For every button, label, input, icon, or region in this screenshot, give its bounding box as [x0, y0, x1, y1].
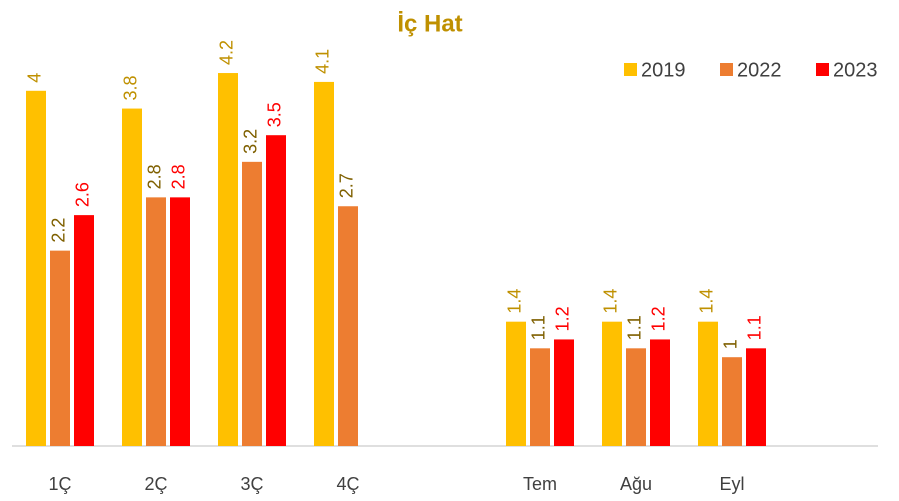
value-label: 1.1	[745, 315, 765, 340]
value-label: 4.2	[217, 40, 237, 65]
x-tick-label: Eyl	[719, 474, 744, 494]
bar	[626, 348, 646, 446]
value-label: 1.4	[697, 289, 717, 314]
bar	[314, 81, 334, 447]
x-tick-label: 4Ç	[336, 474, 359, 494]
bar	[746, 348, 766, 446]
value-label: 1.4	[505, 289, 525, 314]
value-label: 2.8	[145, 164, 165, 189]
value-label: 1	[721, 339, 741, 349]
value-label: 1.1	[529, 315, 549, 340]
value-label: 4.1	[313, 49, 333, 74]
value-label: 3.5	[265, 102, 285, 127]
bar	[26, 90, 46, 447]
value-label: 2.2	[49, 218, 69, 243]
bar	[74, 215, 94, 446]
legend-label: 2023	[833, 59, 878, 81]
value-label: 3.2	[241, 129, 261, 154]
bar	[146, 197, 166, 446]
value-label: 1.1	[625, 315, 645, 340]
legend-swatch	[624, 63, 637, 76]
x-tick-label: Tem	[523, 474, 557, 494]
x-tick-label: 1Ç	[48, 474, 71, 494]
bar	[530, 348, 550, 446]
chart-title: İç Hat	[397, 10, 462, 37]
value-label: 3.8	[121, 76, 141, 101]
bar	[242, 161, 262, 446]
legend-swatch	[720, 63, 733, 76]
bar	[50, 250, 70, 446]
bar	[722, 357, 742, 446]
value-label: 2.7	[337, 173, 357, 198]
bar	[698, 321, 718, 446]
bar	[602, 321, 622, 446]
legend-swatch	[816, 63, 829, 76]
bar	[266, 135, 286, 446]
bar	[650, 339, 670, 446]
bar	[122, 108, 142, 446]
legend-label: 2019	[641, 59, 686, 81]
value-label: 1.4	[601, 289, 621, 314]
x-tick-label: 2Ç	[144, 474, 167, 494]
value-label: 4	[25, 73, 45, 83]
bar	[554, 339, 574, 446]
value-label: 2.8	[169, 164, 189, 189]
x-tick-label: 3Ç	[240, 474, 263, 494]
bar	[218, 73, 238, 446]
bar	[170, 197, 190, 446]
value-label: 1.2	[553, 306, 573, 331]
value-label: 1.2	[649, 306, 669, 331]
legend-label: 2022	[737, 59, 782, 81]
bar	[506, 321, 526, 446]
x-tick-label: Ağu	[620, 474, 652, 494]
bar	[338, 206, 358, 446]
value-label: 2.6	[73, 182, 93, 207]
